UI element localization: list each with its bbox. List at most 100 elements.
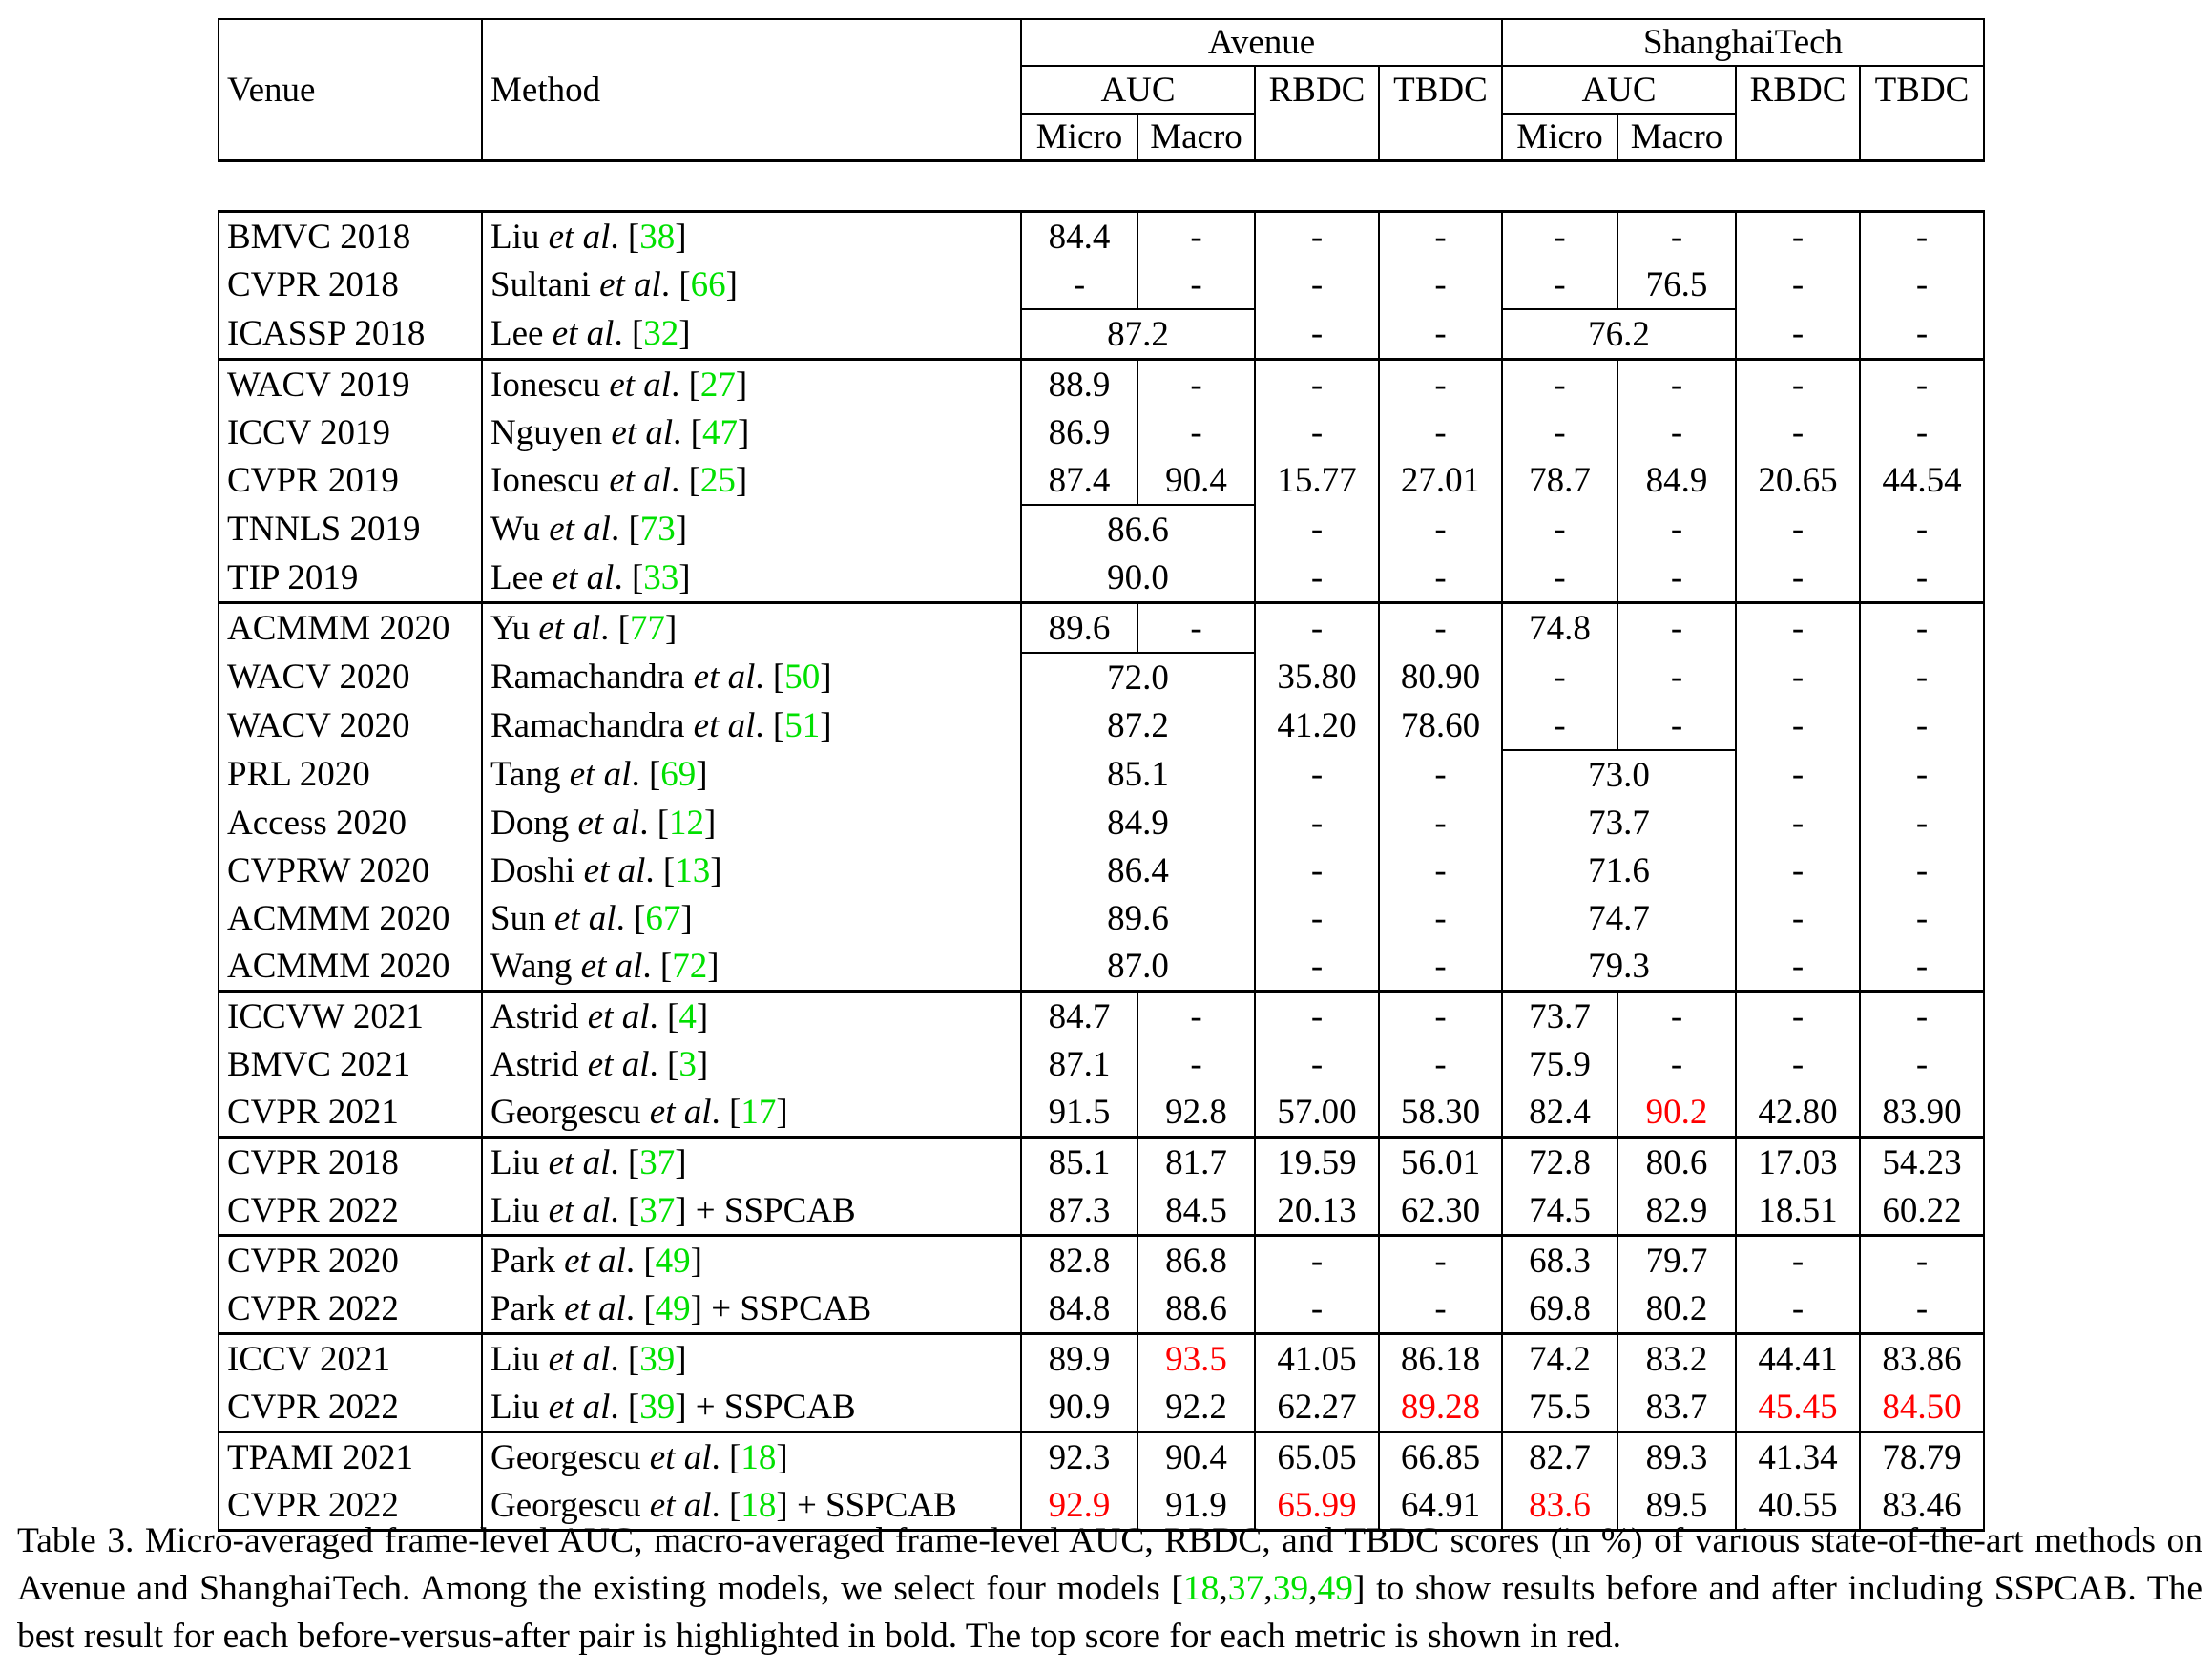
cell-method: Sun et al. [67] [481,894,1022,942]
cell-venue: CVPR 2020 [218,1234,483,1285]
citation-link[interactable]: 73 [639,510,676,549]
table-row: ICCVW 2021 Astrid et al. [4] 84.7- - -73.7- -… [218,990,1986,1040]
cell-sh-rbdc: - [1735,1234,1862,1285]
caption-cite[interactable]: 18 [1182,1569,1220,1608]
table-row: TPAMI 2021 Georgescu et al. [18] 92.3 90.4 6… [218,1431,1986,1481]
cell-method: Astrid et al. [4] [481,990,1022,1040]
citation-link[interactable]: 66 [690,265,726,304]
citation-link[interactable]: 18 [741,1437,777,1477]
cell-sh-micro: - [1501,653,1619,701]
cell-venue: ICCVW 2021 [218,990,483,1040]
cell-av-auc: 87.2 [1020,701,1256,750]
citation-link[interactable]: 13 [675,850,711,890]
citation-link[interactable]: 49 [655,1241,691,1281]
citation-link[interactable]: 77 [629,609,665,648]
cell-av-rbdc: - [1254,554,1380,603]
citation-link[interactable]: 39 [639,1339,676,1379]
cell-sh-rbdc: - [1735,1285,1862,1334]
cell-sh-tbdc: - [1859,1234,1986,1285]
citation-link[interactable]: 72 [672,946,708,986]
cell-av-macro: - [1137,358,1256,408]
et-al: et al [609,461,672,500]
citation-link[interactable]: 50 [784,658,821,697]
cell-sh-tbdc: - [1859,846,1986,894]
citation-link[interactable]: 39 [639,1387,676,1427]
table-row: ICCV 2021 Liu et al. [39] 89.9 93.5 41.05 86.… [218,1332,1986,1383]
cell-method: Park et al. [49] [481,1234,1022,1285]
method-author: Georgescu [490,1437,641,1477]
table-row: CVPR 2022 Liu et al. [39] + SSPCAB 90.9 92.… [218,1383,1986,1432]
cell-av-rbdc: - [1254,358,1380,408]
cell-av-auc: 89.6 [1020,894,1256,942]
cell-sh-rbdc: - [1735,408,1862,456]
table-row: WACV 2020 Ramachandra et al. [50] 72.0 35.8… [218,652,1986,701]
citation-link[interactable]: 18 [741,1485,777,1525]
cell-av-rbdc: - [1254,1285,1380,1334]
cell-sh-auc: 79.3 [1501,942,1738,992]
cell-av-macro: - [1137,601,1256,654]
citation-link[interactable]: 49 [655,1288,691,1328]
citation-link[interactable]: 37 [639,1142,676,1182]
cell-sh-tbdc: 78.79 [1859,1431,1986,1481]
cell-sh-macro: - [1617,505,1738,554]
cell-av-rbdc: 57.00 [1254,1088,1380,1138]
method-author: Doshi [490,850,575,890]
citation-link[interactable]: 47 [701,412,738,452]
citation-link[interactable]: 12 [669,803,705,843]
citation-link[interactable]: 17 [741,1092,777,1132]
citation-link[interactable]: 67 [645,898,681,938]
citation-link[interactable]: 32 [643,314,679,353]
citation-link[interactable]: 51 [784,706,821,745]
citation-link[interactable]: 4 [678,996,697,1036]
citation-link[interactable]: 25 [699,461,736,500]
cell-method: Liu et al. [39] [481,1332,1022,1383]
cell-av-rbdc: - [1254,261,1380,309]
citation-link[interactable]: 3 [678,1044,697,1084]
cell-av-micro: 82.8 [1020,1234,1138,1285]
cell-av-macro: 81.7 [1137,1136,1256,1186]
caption-cite[interactable]: 39 [1272,1569,1309,1608]
citation-link[interactable]: 38 [639,217,676,257]
citation-link[interactable]: 69 [660,755,697,794]
table-row: CVPR 2022 Liu et al. [37] + SSPCAB 87.3 84.… [218,1186,1986,1236]
cell-av-rbdc: - [1254,846,1380,894]
cell-sh-auc: 73.7 [1501,799,1738,846]
cell-sh-micro: 83.6 [1501,1481,1619,1532]
table-row: CVPR 2018 Liu et al. [37] 85.1 81.7 19.59 56.… [218,1136,1986,1186]
cell-sh-tbdc: 83.86 [1859,1332,1986,1383]
method-author: Astrid [490,1044,579,1084]
avenue-macro-header: Macro [1137,113,1256,162]
cell-av-rbdc: - [1254,309,1380,360]
cell-method: Liu et al. [39] + SSPCAB [481,1383,1022,1432]
cell-sh-tbdc: - [1859,210,1986,261]
cell-sh-tbdc: 84.50 [1859,1383,1986,1432]
shanghaitech-rbdc-header: RBDC [1735,65,1862,162]
shanghaitech-micro-header: Micro [1501,113,1619,162]
cell-av-tbdc: - [1377,990,1504,1040]
cell-sh-macro: - [1617,990,1738,1040]
caption-cite[interactable]: 49 [1317,1569,1354,1608]
cell-method: Georgescu et al. [17] [481,1088,1022,1138]
cell-av-auc: 90.0 [1020,554,1256,603]
cell-sh-rbdc: - [1735,601,1862,653]
caption-cite[interactable]: 37 [1227,1569,1264,1608]
cell-sh-micro: 74.8 [1501,601,1619,653]
table-row: CVPRW 2020 Doshi et al. [13] 86.4- -71.6- - [218,846,1986,894]
cell-sh-micro: 72.8 [1501,1136,1619,1186]
citation-link[interactable]: 27 [699,365,736,405]
citation-link[interactable]: 37 [639,1190,676,1230]
method-author: Lee [490,314,544,353]
cell-sh-rbdc: 40.55 [1735,1481,1862,1532]
cell-av-tbdc: 62.30 [1377,1186,1504,1236]
cell-sh-tbdc: - [1859,990,1986,1040]
cell-sh-tbdc: - [1859,942,1986,992]
cell-av-macro: 90.4 [1137,456,1256,506]
cell-av-tbdc: - [1377,358,1504,408]
et-al: et al [548,1339,611,1379]
cell-sh-macro: - [1617,358,1738,408]
cell-sh-tbdc: - [1859,750,1986,799]
citation-link[interactable]: 33 [643,557,679,597]
cell-method: Liu et al. [38] [481,210,1022,261]
et-al: et al [580,946,643,986]
table-row: BMVC 2021 Astrid et al. [3] 87.1- - -75.9- - - [218,1040,1986,1088]
